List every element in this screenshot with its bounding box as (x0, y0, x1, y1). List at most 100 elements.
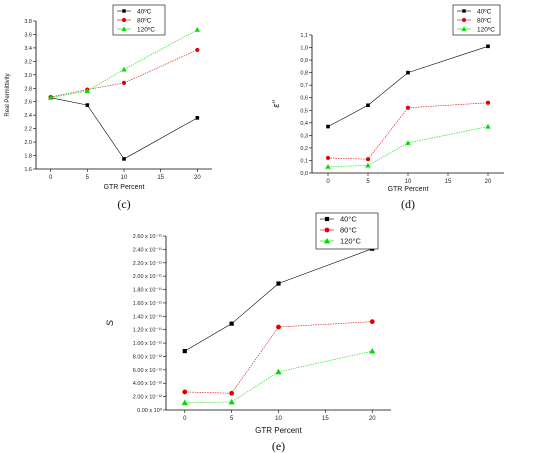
chart-panel-e: 0.00 x 10⁰ 2.00 x 10⁻¹² 4.00 x 10⁻¹² 6.00 x… (105, 212, 391, 453)
x-axis-title: GTR Percent (104, 184, 145, 191)
y-tick-label: 3.6 (24, 32, 32, 38)
y-tick-label: 1.00 x 10⁻¹¹ (133, 341, 162, 347)
legend: 40°C 80°C 120°C (315, 212, 379, 250)
data-point (229, 390, 235, 396)
y-axis-title: ε′′ (271, 100, 281, 108)
data-point (85, 103, 90, 107)
y-tick-label: 8.00 x 10⁻¹² (133, 354, 162, 360)
data-point (486, 44, 490, 49)
x-tick-label: 15 (157, 175, 164, 181)
y-tick-label: 3.8 (24, 19, 32, 25)
y-tick-label: 2.2 (24, 127, 32, 133)
series-line (50, 49, 198, 98)
data-point (121, 66, 127, 72)
x-tick-label: 15 (445, 179, 452, 185)
legend-label: 40°C (340, 214, 357, 223)
legend-label: 120°C (340, 236, 362, 245)
data-point (485, 123, 491, 129)
x-tick-label: 10 (405, 179, 412, 185)
y-tick-label: 1.6 (24, 167, 32, 173)
y-tick-label: 1.60 x 10⁻¹¹ (133, 301, 162, 307)
legend-marker (462, 9, 466, 13)
y-tick-label: 0,3 (300, 133, 308, 139)
y-tick-label: 2.00 x 10⁻¹² (133, 395, 162, 401)
y-tick-label: 0,9 (300, 58, 308, 64)
legend-marker (461, 26, 467, 31)
x-tick-label: 10 (275, 416, 282, 422)
data-point (405, 140, 411, 145)
legend-marker (121, 26, 127, 31)
y-tick-label: 2.40 x 10⁻¹¹ (133, 247, 162, 253)
x-tick-label: 5 (366, 179, 370, 185)
legend-marker (462, 18, 466, 22)
x-tick-label: 15 (322, 416, 329, 422)
y-tick-label: 0,8 (300, 71, 308, 77)
y-tick-label: 0,6 (300, 96, 308, 102)
data-point (194, 27, 201, 32)
data-point (276, 324, 281, 330)
y-tick-label: 1.80 x 10⁻¹¹ (133, 288, 162, 294)
series-line (184, 350, 373, 403)
y-tick-label: 2.0 (24, 140, 32, 146)
x-tick-label: 10 (121, 175, 128, 181)
legend-label: 40ºC (477, 8, 492, 15)
x-tick-label: 0 (326, 179, 330, 185)
y-tick-label: 3.4 (24, 46, 32, 52)
y-tick-label: 0,7 (300, 83, 308, 89)
series-line (184, 248, 373, 352)
data-point (485, 100, 491, 105)
legend-label: 80ºC (477, 17, 492, 24)
x-tick-label: 0 (49, 175, 53, 181)
legend-marker (122, 18, 126, 22)
y-tick-label: 1,1 (300, 33, 308, 39)
y-tick-label: 2.00 x 10⁻¹¹ (133, 274, 162, 280)
panel-label: (c) (117, 197, 130, 211)
y-tick-label: 0.00 x 10⁰ (137, 407, 163, 414)
y-tick-label: 1.20 x 10⁻¹¹ (133, 328, 162, 334)
chart-panel-c: 1.6 1.8 2.0 2.2 2.4 2.6 2.8 3.0 3.2 3.4 3.6 3.8 0 5 10… (5, 4, 212, 211)
data-point (229, 321, 234, 326)
data-point (47, 94, 54, 100)
y-tick-label: 0,0 (300, 171, 308, 177)
y-tick-label: 1.8 (24, 154, 32, 160)
data-point (325, 155, 331, 161)
y-tick-label: 0,1 (300, 158, 308, 164)
y-tick-label: 2.8 (24, 86, 32, 92)
data-point (275, 368, 282, 375)
data-point (228, 398, 235, 405)
data-point (276, 281, 281, 286)
data-point (181, 399, 188, 406)
data-point (406, 70, 410, 75)
data-point (195, 116, 200, 120)
x-tick-label: 0 (183, 416, 187, 422)
y-tick-label: 2.60 x 10⁻¹¹ (133, 234, 162, 240)
series-line (184, 321, 373, 394)
x-tick-label: 20 (194, 175, 201, 181)
legend-label: 40ºC (137, 8, 152, 15)
data-point (405, 105, 411, 110)
series-line (327, 126, 489, 168)
legend-label: 120ºC (137, 26, 155, 33)
y-tick-label: 0,4 (300, 121, 308, 127)
data-point (195, 47, 200, 53)
y-tick-label: 3.0 (24, 73, 32, 79)
legend-marker (324, 227, 330, 233)
x-tick-label: 20 (485, 179, 492, 185)
data-point (365, 162, 371, 168)
series-line (50, 97, 198, 160)
y-tick-label: 0,5 (300, 108, 308, 114)
data-point (326, 124, 330, 129)
series-line (327, 46, 489, 127)
y-tick-label: 3.2 (24, 59, 32, 65)
data-point (365, 157, 371, 162)
legend: 40ºC 80ºC 120ºC (452, 4, 501, 36)
legend-label: 80ºC (137, 17, 152, 24)
x-axis-title: GTR Percent (255, 426, 302, 435)
y-tick-label: 2.6 (24, 100, 32, 106)
legend-marker (122, 9, 126, 13)
panel-label: (e) (272, 439, 285, 453)
series-line (327, 102, 489, 160)
series-line (50, 29, 198, 98)
data-point (121, 80, 127, 85)
